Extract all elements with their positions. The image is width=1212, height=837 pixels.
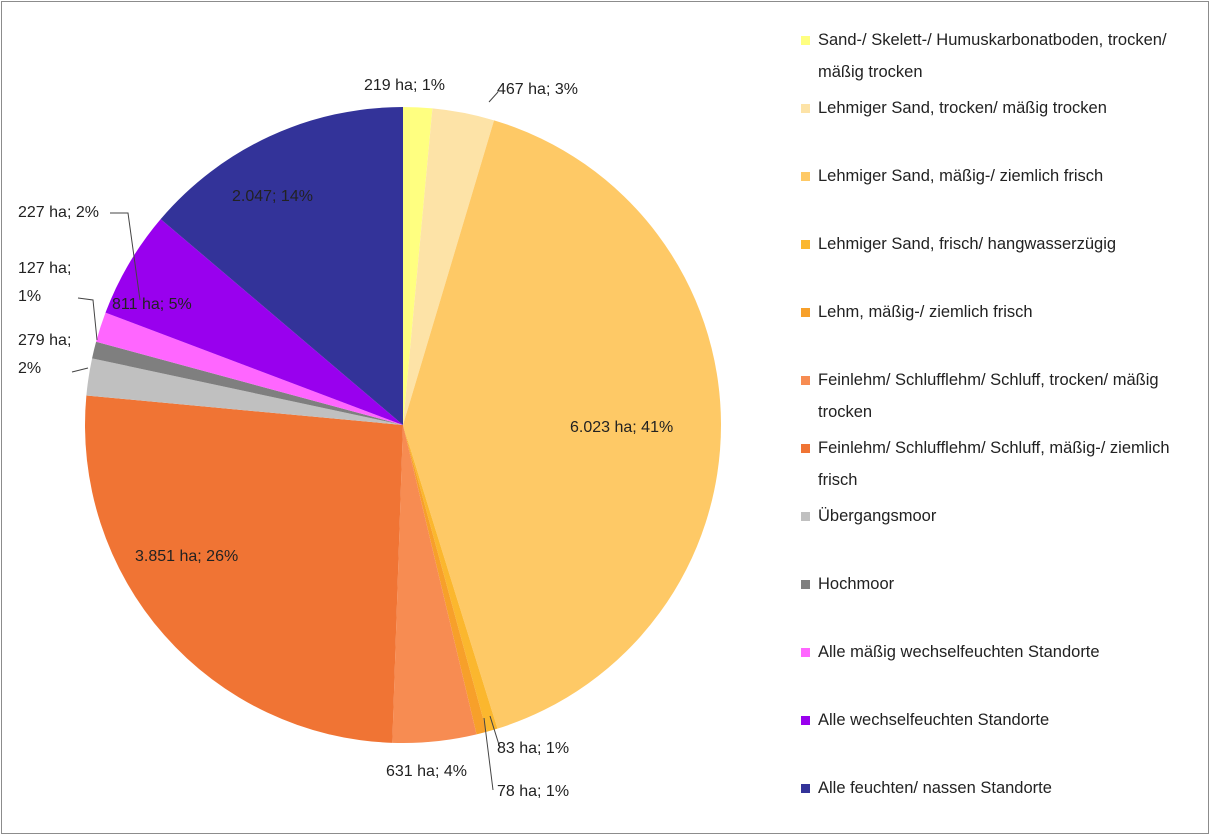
data-label: 811 ha; 5% xyxy=(112,296,192,313)
data-label: 631 ha; 4% xyxy=(386,763,467,780)
legend-label: Lehmiger Sand, trocken/ mäßig trocken xyxy=(818,99,1107,117)
pie-slice xyxy=(403,108,495,426)
leader-line xyxy=(483,717,494,791)
legend-swatch xyxy=(801,308,810,317)
leader-line xyxy=(488,91,499,103)
legend-label: Alle mäßig wechselfeuchten Standorte xyxy=(818,643,1100,661)
legend-label: Alle wechselfeuchten Standorte xyxy=(818,711,1050,729)
pie-slice xyxy=(105,219,403,425)
data-label: 219 ha; 1% xyxy=(364,77,445,94)
pie-slice xyxy=(392,425,477,744)
leader-line xyxy=(77,297,98,341)
data-label: 279 ha; 2% xyxy=(18,332,72,377)
pie-slice xyxy=(84,395,403,743)
pie-slice xyxy=(403,425,487,735)
legend-swatch xyxy=(801,36,810,45)
data-label: 6.023 ha; 41% xyxy=(570,419,674,436)
pie-slice xyxy=(403,107,433,425)
legend-label: Lehm, mäßig-/ ziemlich frisch xyxy=(818,303,1033,321)
legend-swatch xyxy=(801,784,810,793)
leader-line xyxy=(489,715,501,749)
legend-label: Lehmiger Sand, mäßig-/ ziemlich frisch xyxy=(818,167,1104,185)
pie-slice xyxy=(86,358,404,425)
data-label: 2.047; 14% xyxy=(232,188,313,205)
leader-line xyxy=(110,212,141,301)
legend-swatch xyxy=(801,716,810,725)
legend-label: Übergangsmoor xyxy=(818,507,937,525)
leader-line xyxy=(71,367,89,373)
legend-swatch xyxy=(801,580,810,589)
legend-label: Sand-/ Skelett-/ Humuskarbonatboden, tro… xyxy=(818,31,1167,81)
legend-swatch xyxy=(801,648,810,657)
legend-swatch xyxy=(801,240,810,249)
legend-label: Alle feuchten/ nassen Standorte xyxy=(818,779,1052,797)
legend-swatch xyxy=(801,376,810,385)
legend-label: Lehmiger Sand, frisch/ hangwasserzügig xyxy=(818,235,1117,253)
data-label: 78 ha; 1% xyxy=(497,783,570,800)
data-label: 227 ha; 2% xyxy=(18,204,99,221)
data-label: 83 ha; 1% xyxy=(497,740,570,757)
legend-swatch xyxy=(801,512,810,521)
legend-label: Hochmoor xyxy=(818,575,895,593)
legend-swatch xyxy=(801,444,810,453)
data-label: 127 ha; 1% xyxy=(18,260,72,305)
pie-slice xyxy=(92,341,404,425)
data-label: 467 ha; 3% xyxy=(497,81,578,98)
pie-slice xyxy=(403,120,721,729)
data-label: 3.851 ha; 26% xyxy=(135,548,239,565)
legend-swatch xyxy=(801,172,810,181)
pie-slice xyxy=(160,107,403,425)
legend-label: Feinlehm/ Schlufflehm/ Schluff, mäßig-/ … xyxy=(818,439,1170,489)
pie-slice xyxy=(96,312,403,425)
pie-slice xyxy=(403,425,498,732)
legend-label: Feinlehm/ Schlufflehm/ Schluff, trocken/… xyxy=(818,371,1159,421)
legend-swatch xyxy=(801,104,810,113)
